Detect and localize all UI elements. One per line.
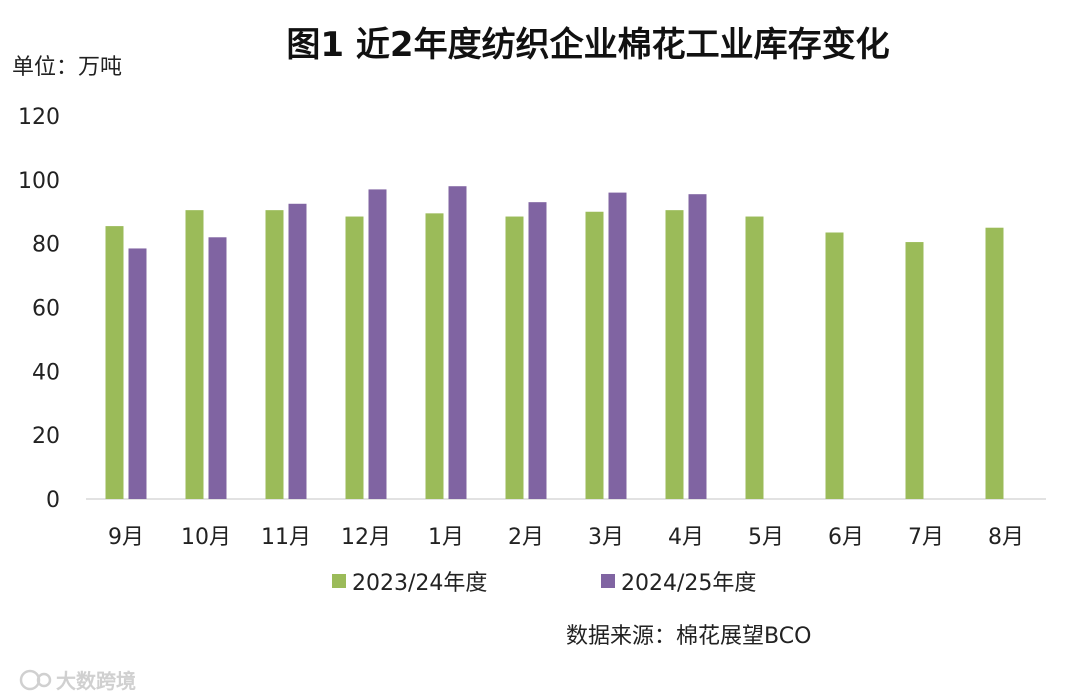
y-tick-label: 0: [46, 488, 60, 513]
x-tick-label: 8月: [988, 525, 1024, 550]
y-tick-label: 120: [18, 105, 60, 130]
y-tick-label: 20: [32, 424, 60, 449]
bar-2023-24-5: [425, 213, 444, 500]
watermark: 大数跨境: [19, 669, 136, 693]
x-tick-label: 6月: [828, 525, 864, 550]
bar-2023-24-1: [105, 226, 124, 500]
bar-2024-25-3: [288, 203, 307, 500]
bar-2024-25-2: [208, 237, 227, 500]
unit-label: 单位：万吨: [12, 55, 122, 80]
bar-2023-24-9: [745, 216, 764, 499]
y-tick-label: 40: [32, 360, 60, 385]
bar-2023-24-12: [985, 227, 1004, 500]
y-tick-label: 60: [32, 297, 60, 322]
x-tick-label: 4月: [668, 525, 704, 550]
bar-2024-25-7: [608, 192, 627, 499]
bar-2023-24-3: [265, 210, 284, 499]
bar-2023-24-7: [585, 211, 604, 499]
bars: [105, 186, 1004, 500]
x-tick-label: 12月: [341, 525, 391, 550]
bar-2023-24-10: [825, 232, 844, 499]
x-axis-labels: 9月 10月 11月 12月 1月 2月 3月 4月 5月 6月 7月 8月: [108, 525, 1024, 550]
legend-swatch-2023-24: [332, 574, 346, 588]
y-axis-ticks: 0 20 40 60 80 100 120: [18, 105, 60, 513]
bar-2024-25-6: [528, 202, 547, 500]
y-tick-label: 100: [18, 169, 60, 194]
x-tick-label: 11月: [261, 525, 311, 550]
x-tick-label: 2月: [508, 525, 544, 550]
legend-label-2023-24: 2023/24年度: [352, 571, 487, 596]
legend-swatch-2024-25: [601, 574, 615, 588]
bar-2024-25-4: [368, 189, 387, 500]
legend: 2023/24年度 2024/25年度: [332, 571, 756, 596]
y-tick-label: 80: [32, 233, 60, 258]
x-tick-label: 5月: [748, 525, 784, 550]
watermark-text: 大数跨境: [56, 669, 136, 693]
chart-title: 图1 近2年度纺织企业棉花工业库存变化: [286, 25, 889, 65]
data-source: 数据来源：棉花展望BCO: [566, 624, 811, 649]
x-tick-label: 1月: [428, 525, 464, 550]
bar-2024-25-1: [128, 248, 147, 499]
x-tick-label: 7月: [908, 525, 944, 550]
bar-2023-24-4: [345, 216, 364, 499]
x-tick-label: 10月: [181, 525, 231, 550]
bar-2024-25-8: [688, 194, 707, 499]
bar-2023-24-2: [185, 210, 204, 499]
legend-label-2024-25: 2024/25年度: [621, 571, 756, 596]
bar-2024-25-5: [448, 186, 467, 499]
bar-2023-24-6: [505, 216, 524, 499]
bar-2023-24-11: [905, 242, 924, 499]
watermark-logo-icon: [19, 669, 52, 691]
bar-2023-24-8: [665, 210, 684, 499]
x-tick-label: 9月: [108, 525, 144, 550]
x-tick-label: 3月: [588, 525, 624, 550]
